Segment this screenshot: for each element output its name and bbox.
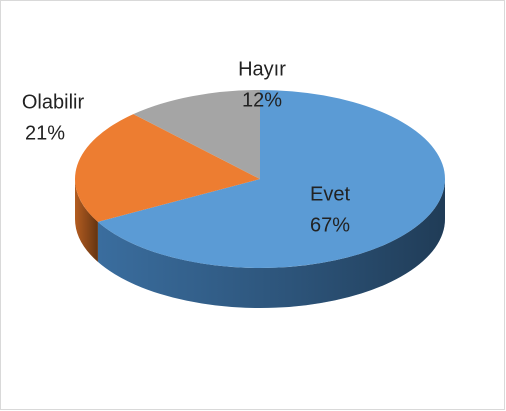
data-label-value: 67%: [310, 214, 350, 236]
data-label-category: Olabilir: [22, 91, 85, 113]
data-label-category: Hayır: [238, 58, 286, 80]
pie-slice: [97, 90, 445, 268]
pie-side-shade: [75, 179, 98, 262]
pie-side-shade: [97, 179, 446, 308]
data-label-value: 21%: [25, 122, 65, 144]
data-label-value: 12%: [242, 89, 282, 111]
pie-slice: [133, 90, 260, 179]
pie-slice: [75, 114, 260, 222]
data-label-category: Evet: [310, 183, 350, 205]
